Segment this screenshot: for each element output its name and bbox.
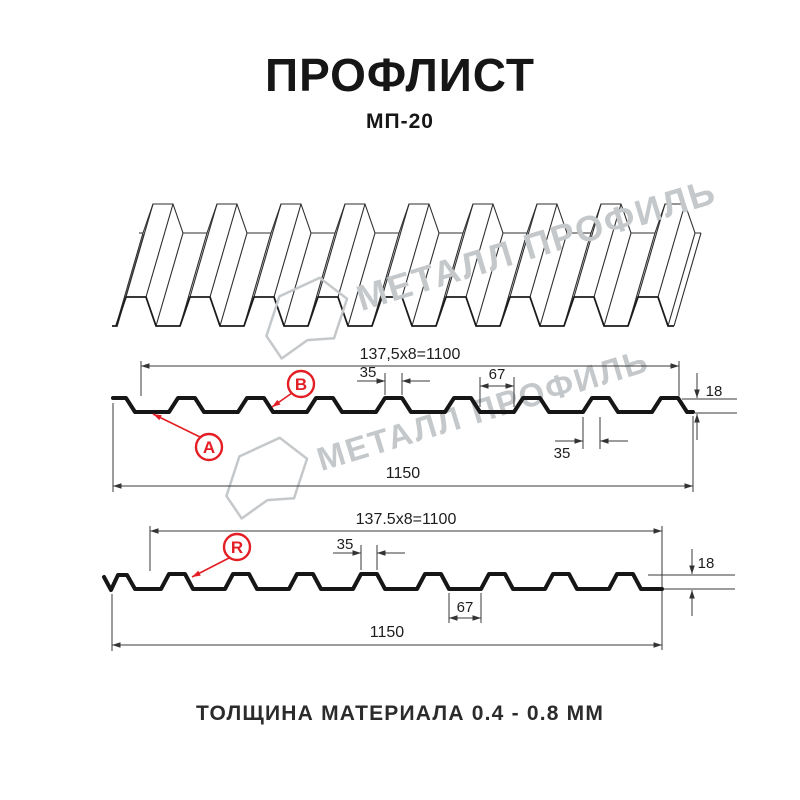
metall-profil-logo-hexagon [265, 276, 349, 360]
callouts-1: A B [152, 369, 316, 462]
dim-label-35-2: 35 [337, 536, 354, 553]
dim-label-1150-1: 1150 [386, 465, 421, 482]
profile-polyline-2 [102, 572, 664, 592]
dimension-lines-1 [112, 361, 737, 492]
callout-b-badge [286, 369, 316, 399]
callout-b-letter: B [295, 375, 307, 394]
cross-section-2: 137.5x8=1100 35 18 67 1150 R [102, 511, 735, 651]
dimension-lines-2 [111, 526, 735, 651]
dim-label-35-bottom: 35 [554, 445, 571, 462]
dim-label-35-top: 35 [360, 364, 377, 381]
sheet-3d-view [112, 203, 702, 328]
dim-label-67-2: 67 [457, 599, 474, 616]
dim-label-67-1: 67 [489, 366, 506, 383]
callout-a-letter: A [203, 438, 215, 457]
callout-r-letter: R [231, 538, 243, 557]
profile-polyline-1 [111, 396, 695, 414]
callouts-2: R [191, 532, 252, 578]
dim-label-1150-2: 1150 [370, 624, 405, 641]
material-thickness-note: ТОЛЩИНА МАТЕРИАЛА 0.4 - 0.8 ММ [195, 702, 605, 725]
dim-label-18-1: 18 [706, 383, 723, 400]
callout-a-badge [194, 432, 224, 462]
product-code: МП-20 [366, 110, 434, 133]
header: ПРОФЛИСТ МП-20 [0, 52, 800, 134]
callout-r-badge [222, 532, 252, 562]
dim-label-1100-1: 137,5x8=1100 [360, 346, 461, 363]
cross-section-1: 137,5x8=1100 35 67 18 35 1150 A B [111, 346, 737, 492]
dim-label-18-2: 18 [698, 555, 715, 572]
metall-profil-logo-hexagon [225, 436, 309, 520]
dim-label-1100-2: 137.5x8=1100 [356, 511, 457, 528]
page-title: ПРОФЛИСТ [265, 49, 535, 101]
